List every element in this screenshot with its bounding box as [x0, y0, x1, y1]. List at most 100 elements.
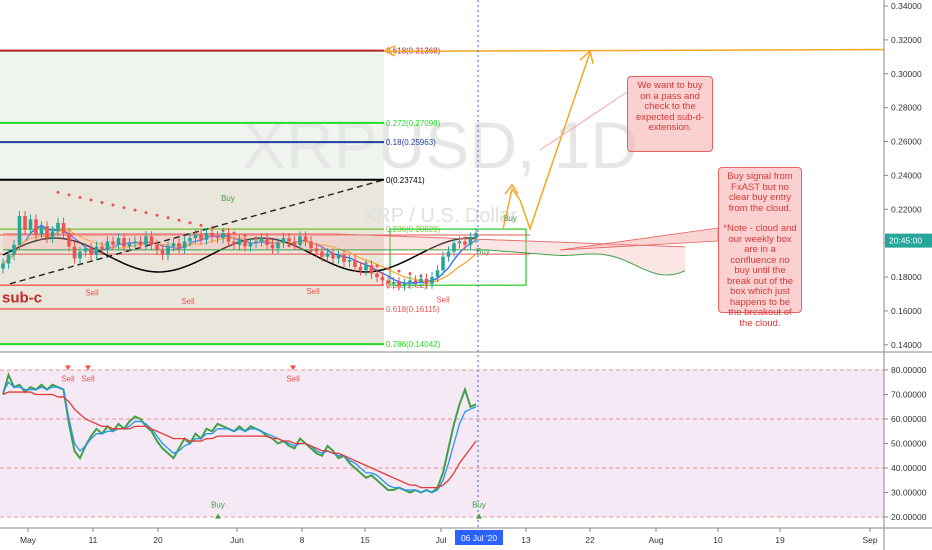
- candle-body: [34, 219, 38, 235]
- fib-level-label: 0.786(0.14042): [386, 340, 441, 349]
- x-tick-label: 22: [585, 535, 595, 545]
- candle-body: [6, 255, 11, 264]
- candle-body: [127, 243, 132, 247]
- sar-dot: [100, 201, 104, 205]
- candle-body: [138, 241, 143, 245]
- sar-dot: [166, 216, 170, 220]
- y-tick-label: 0.24000: [891, 170, 922, 180]
- candle-body: [204, 232, 209, 240]
- candle-body: [193, 234, 198, 239]
- target-line: [383, 48, 885, 53]
- x-tick-label: May: [20, 535, 37, 545]
- candle-body: [243, 239, 247, 247]
- candle-body: [210, 232, 214, 237]
- candle-body: [452, 243, 456, 252]
- watermark-symbol: XRPUSD, 1D: [242, 108, 638, 182]
- y-tick-label: 0.34000: [891, 1, 922, 11]
- signal-label-buy: Buy: [503, 214, 517, 223]
- candle-body: [287, 238, 291, 242]
- candle-body: [397, 282, 401, 286]
- candles: [1, 210, 478, 291]
- candle-body: [474, 232, 478, 239]
- x-tick-label: 11: [89, 535, 98, 545]
- candle-body: [232, 241, 236, 245]
- sar-dot: [133, 208, 137, 212]
- candle-body: [336, 255, 341, 259]
- candle-body: [199, 234, 203, 240]
- y-tick-label: 80.00000: [891, 365, 927, 375]
- fib-level-label: 0.618(0.16115): [386, 305, 440, 314]
- y-tick-label: 0.26000: [891, 137, 922, 147]
- sar-dot: [155, 213, 159, 217]
- candle-body: [221, 232, 225, 239]
- fib-level-label: 0(0.23741): [386, 176, 425, 185]
- trend-line: [9, 179, 385, 285]
- candle-body: [358, 266, 363, 271]
- signal-label-sell: Sell: [81, 374, 95, 383]
- sar-dot: [408, 272, 412, 276]
- candle-body: [12, 244, 16, 256]
- sell-marker: [85, 365, 91, 371]
- candle-body: [61, 222, 66, 233]
- candle-body: [83, 248, 88, 252]
- y-tick-label: 0.32000: [891, 35, 922, 45]
- candle-body: [270, 244, 275, 249]
- candle-body: [380, 277, 385, 281]
- candle-body: [160, 249, 165, 256]
- candle-body: [215, 236, 220, 239]
- sar-dot: [232, 231, 236, 235]
- candle-body: [100, 246, 104, 250]
- candle-body: [369, 265, 374, 274]
- cloud-span-a: [3, 233, 686, 248]
- sar-dot: [386, 267, 390, 271]
- candle-body: [353, 260, 357, 267]
- y-tick-label: 50.00000: [891, 439, 927, 449]
- candle-body: [419, 278, 423, 283]
- candle-body: [133, 241, 137, 244]
- candle-body: [331, 253, 335, 259]
- candle-body: [276, 243, 280, 249]
- weekly-box: [389, 228, 527, 286]
- candle-body: [94, 246, 99, 256]
- y-tick-label: 0.28000: [891, 103, 922, 113]
- signal-label-buy: Buy: [472, 501, 486, 510]
- candle-body: [463, 241, 467, 245]
- candle-body: [303, 236, 308, 242]
- candle-body: [265, 238, 269, 245]
- osc-series-line: [2, 381, 477, 494]
- y-tick-label: 60.00000: [891, 414, 927, 424]
- candle-body: [166, 246, 170, 256]
- osc-series-line: [2, 371, 477, 494]
- candle-body: [402, 283, 407, 286]
- y-tick-label: 0.22000: [891, 204, 922, 214]
- y-tick-label: 20.00000: [891, 512, 927, 522]
- sar-dot: [397, 269, 401, 273]
- candle-body: [111, 241, 115, 245]
- candle-body: [298, 236, 302, 245]
- candle-body: [28, 219, 33, 230]
- candle-body: [89, 248, 93, 256]
- candle-body: [408, 280, 412, 284]
- candle-body: [325, 253, 330, 257]
- candle-body: [72, 246, 77, 259]
- candle-body: [237, 239, 242, 245]
- fib-zone-lower: [0, 179, 384, 345]
- signal-label-buy: Buy: [476, 247, 490, 256]
- x-tick-label: Sep: [862, 535, 877, 545]
- arrow-head: [504, 183, 519, 195]
- candle-body: [391, 282, 396, 284]
- sar-dot: [144, 211, 148, 215]
- signal-label-buy: Buy: [211, 501, 225, 510]
- y-tick-label: 30.00000: [891, 488, 927, 498]
- sar-dot: [111, 203, 115, 207]
- annotation-text: Buy signal from FxAST but no clear buy e…: [727, 171, 793, 214]
- y-tick-label: 0.14000: [891, 340, 922, 350]
- sell-marker: [65, 365, 71, 371]
- x-tick-label: Aug: [648, 535, 663, 545]
- candle-body: [1, 263, 5, 269]
- candle-body: [188, 238, 192, 242]
- candle-body: [259, 238, 264, 242]
- candle-body: [281, 238, 286, 244]
- annotation-text: *Note - cloud and our weekly box are in …: [723, 223, 797, 329]
- projection-arrow-small: [502, 187, 521, 230]
